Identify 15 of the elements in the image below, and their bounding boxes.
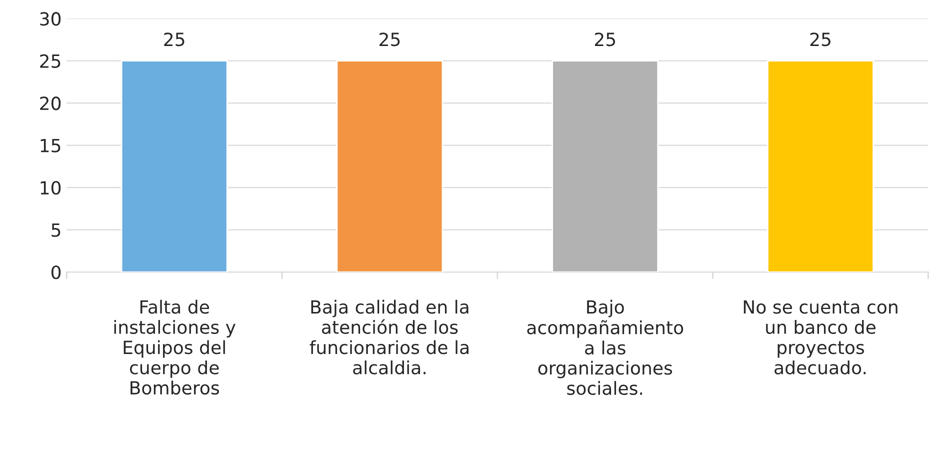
y-tick-label: 20 (40, 96, 61, 110)
x-tick-label: Bajo acompañamiento a las organizaciones sociales. (527, 300, 684, 396)
y-tick-label: 0 (51, 265, 61, 280)
data-label: 25 (380, 32, 400, 46)
x-tick-label: Falta de instalciones y Equipos del cuerpo de Bomberos (114, 300, 236, 395)
data-label: 25 (594, 32, 616, 46)
y-tick-label: 25 (40, 54, 60, 68)
x-tick-label: No se cuenta con un banco de proyectos adecuado. (744, 300, 898, 374)
y-tick-label: 5 (52, 223, 60, 237)
x-tick-label: Baja calidad en la atención de los funcionarios de la alcaldia. (310, 300, 468, 374)
y-tick-label: 10 (40, 181, 61, 195)
y-tick-label: 30 (40, 12, 61, 26)
data-label: 25 (810, 32, 830, 46)
y-tick-label: 15 (40, 139, 60, 152)
data-label: 25 (164, 32, 184, 46)
